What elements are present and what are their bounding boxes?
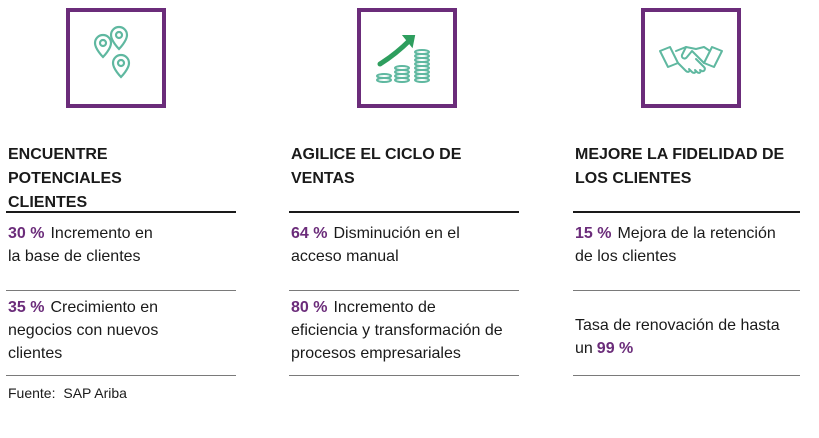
stat-block: 80 % Incremento de eficiencia y transform…	[291, 296, 531, 365]
stat-text: Mejora de la retención	[617, 225, 776, 242]
stat-percent: 35 %	[8, 299, 45, 316]
stat-percent: 30 %	[8, 225, 45, 242]
stat-block: 15 % Mejora de la retención de los client…	[575, 222, 815, 268]
stat-block: 30 % Incremento en la base de clientes	[8, 222, 248, 268]
heading-divider	[6, 211, 236, 213]
stat-text: clientes	[8, 345, 63, 362]
handshake-icon	[659, 46, 723, 74]
source-label: Fuente:	[8, 385, 56, 401]
source-note: Fuente: SAP Ariba	[8, 385, 131, 401]
heading-divider	[573, 211, 800, 213]
heading-divider	[289, 211, 519, 213]
stat-text: eficiencia y transformación de	[291, 322, 503, 339]
stat-text: procesos empresariales	[291, 345, 461, 362]
source-value: SAP Ariba	[63, 385, 127, 401]
column-heading: AGILICE EL CICLO DE VENTAS	[291, 146, 462, 187]
stat-text: un	[575, 340, 593, 357]
column-heading: MEJORE LA FIDELIDAD DE LOS CLIENTES	[575, 146, 785, 187]
stat-percent: 64 %	[291, 225, 328, 242]
stat-text: Crecimiento en	[50, 299, 159, 316]
stat-text: negocios con nuevos	[8, 322, 159, 339]
stat-percent: 80 %	[291, 299, 328, 316]
stat-percent: 99 %	[596, 340, 634, 357]
stat-divider	[6, 375, 236, 376]
stat-text: Incremento de	[333, 299, 436, 316]
icon-frame	[66, 8, 166, 108]
icon-frame	[357, 8, 457, 108]
stat-text: de los clientes	[575, 248, 677, 265]
stat-divider	[289, 375, 519, 376]
stat-text: acceso manual	[291, 248, 399, 265]
stat-block: Tasa de renovación de hasta un 99 %	[575, 314, 815, 360]
stat-text: Disminución en el	[333, 225, 460, 242]
growth-coins-icon	[376, 35, 430, 83]
stat-percent: 15 %	[575, 225, 612, 242]
stat-divider	[6, 290, 236, 291]
icon-frame	[641, 8, 741, 108]
map-pins-icon	[93, 25, 131, 79]
column-heading: ENCUENTRE POTENCIALES CLIENTES	[8, 146, 122, 211]
stat-text: Incremento en	[50, 225, 153, 242]
stat-text: Tasa de renovación de hasta	[575, 317, 780, 334]
stat-divider	[573, 375, 800, 376]
stat-block: 35 % Crecimiento en negocios con nuevos c…	[8, 296, 248, 365]
stat-divider	[289, 290, 519, 291]
stat-text: la base de clientes	[8, 248, 141, 265]
stat-block: 64 % Disminución en el acceso manual	[291, 222, 531, 268]
stat-divider	[573, 290, 800, 291]
